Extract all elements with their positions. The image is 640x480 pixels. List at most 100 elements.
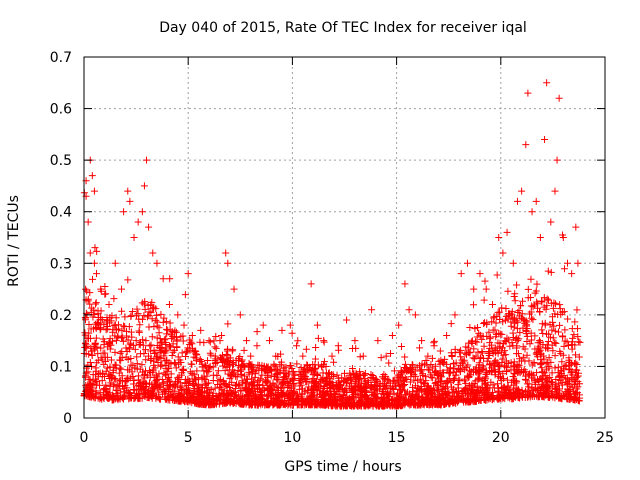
data-point	[556, 321, 564, 329]
data-point	[298, 372, 306, 380]
data-point	[242, 385, 250, 393]
data-point	[560, 308, 568, 316]
data-point	[418, 393, 426, 401]
data-point	[286, 321, 294, 329]
data-point	[455, 348, 463, 356]
data-point	[558, 367, 566, 375]
data-point	[184, 346, 192, 354]
data-point	[494, 380, 502, 388]
data-point	[477, 395, 485, 403]
data-point	[434, 396, 442, 404]
data-point	[81, 339, 89, 347]
data-point	[481, 376, 489, 384]
data-point	[496, 343, 504, 351]
data-point	[531, 289, 539, 297]
data-point	[566, 365, 574, 373]
data-point	[395, 321, 403, 329]
data-point	[188, 369, 196, 377]
data-point	[521, 357, 529, 365]
data-point	[177, 385, 185, 393]
data-point	[400, 382, 408, 390]
data-point	[525, 380, 533, 388]
data-point	[165, 359, 173, 367]
data-point	[141, 298, 149, 306]
data-point	[136, 379, 144, 387]
data-point	[166, 391, 174, 399]
data-point	[551, 339, 559, 347]
data-point	[504, 382, 512, 390]
data-point	[489, 326, 497, 334]
data-point	[443, 360, 451, 368]
data-point	[102, 367, 110, 375]
data-point	[489, 350, 497, 358]
data-point	[490, 359, 498, 367]
data-point	[237, 387, 245, 395]
data-point	[404, 399, 412, 407]
data-point	[536, 234, 544, 241]
data-point	[284, 396, 292, 404]
data-point	[127, 313, 135, 321]
data-point	[312, 365, 320, 373]
data-point	[293, 360, 301, 368]
data-point	[480, 319, 488, 327]
data-point	[185, 389, 193, 397]
data-point	[320, 358, 328, 366]
data-point	[510, 376, 518, 384]
data-point	[105, 339, 113, 347]
data-point	[397, 343, 405, 351]
data-point	[535, 393, 543, 401]
data-point	[429, 389, 437, 397]
data-point	[123, 347, 131, 355]
data-point	[112, 364, 120, 372]
data-point	[495, 234, 503, 241]
data-point	[561, 337, 569, 345]
data-point	[330, 372, 338, 380]
data-point	[395, 401, 403, 409]
data-point	[84, 368, 92, 376]
data-point	[130, 377, 138, 384]
data-point	[427, 395, 435, 403]
data-point	[571, 341, 579, 349]
data-point	[138, 361, 146, 369]
data-point	[466, 324, 474, 332]
y-tick-label: 0.6	[50, 102, 72, 118]
data-point	[167, 343, 175, 351]
data-point	[381, 402, 389, 410]
data-point	[85, 320, 93, 328]
data-point	[281, 391, 289, 399]
data-point	[82, 285, 90, 293]
data-point	[401, 380, 409, 388]
data-point	[483, 332, 491, 340]
data-point	[175, 360, 183, 368]
data-point	[237, 367, 245, 375]
data-point	[93, 381, 101, 389]
data-point	[473, 333, 481, 341]
x-tick-label: 20	[492, 430, 510, 446]
x-tick-label: 25	[596, 430, 614, 446]
data-point	[437, 356, 445, 364]
data-point	[215, 390, 223, 398]
data-point	[248, 397, 256, 405]
data-point	[201, 381, 209, 389]
data-point	[102, 326, 110, 334]
data-point	[435, 391, 443, 399]
data-point	[262, 398, 270, 406]
data-point	[522, 330, 530, 338]
data-point	[89, 371, 97, 379]
data-point	[178, 349, 186, 357]
data-point	[192, 354, 200, 362]
data-point	[465, 339, 473, 347]
data-point	[120, 322, 128, 330]
data-point	[561, 326, 569, 334]
data-point	[323, 388, 331, 396]
data-point	[314, 334, 322, 342]
data-point	[573, 389, 581, 397]
data-point	[477, 355, 485, 363]
data-point	[229, 358, 237, 366]
data-point	[88, 304, 96, 312]
data-point	[148, 333, 156, 341]
data-point	[176, 356, 184, 364]
data-point	[148, 394, 156, 402]
data-point	[159, 379, 167, 387]
data-point	[542, 360, 550, 368]
